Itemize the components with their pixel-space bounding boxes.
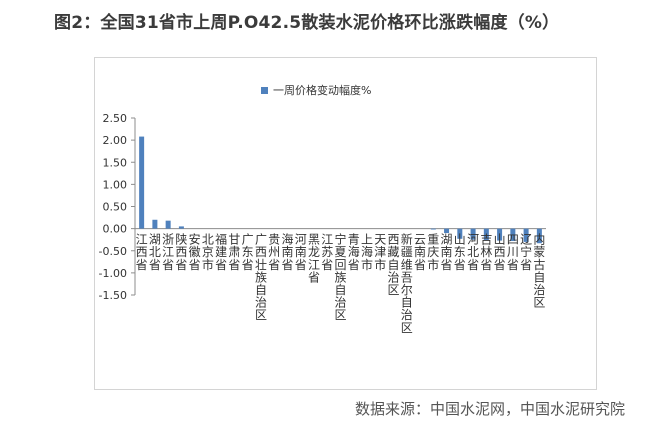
x-category-label: 贵州省: [268, 233, 280, 272]
x-category-label: 云南省: [414, 233, 426, 272]
x-category-label: 北京市: [202, 233, 214, 272]
bar: [510, 228, 516, 242]
x-category-label: 江苏省: [321, 233, 333, 272]
x-category-label: 天津市: [374, 233, 386, 272]
x-category-label: 上海市: [361, 233, 373, 272]
x-category-label: 辽宁省: [520, 233, 532, 272]
x-category-label: 西藏自治区: [388, 233, 400, 297]
x-category-label: 江西省: [136, 233, 148, 272]
bar: [483, 228, 489, 241]
x-category-label: 广东省: [242, 233, 254, 272]
bar: [470, 228, 476, 240]
y-tick-label: 0.00: [103, 223, 128, 236]
x-category-label: 山西省: [494, 233, 506, 272]
x-category-label: 重庆市: [427, 233, 439, 272]
bar: [165, 220, 171, 229]
x-category-label: 湖南省: [441, 232, 453, 272]
page-title: 图2：全国31省市上周P.O42.5散装水泥价格环比涨跌幅度（%）: [54, 13, 560, 33]
x-category-label: 浙江省: [162, 233, 174, 272]
bar: [139, 136, 145, 229]
x-category-label: 黑龙江省: [308, 233, 320, 285]
legend-label: 一周价格变动幅度%: [273, 83, 371, 97]
legend-swatch: [261, 87, 268, 94]
bar: [152, 219, 158, 229]
y-tick-label: 1.50: [103, 156, 128, 169]
y-tick-label: -0.50: [99, 245, 127, 258]
y-tick-label: -1.00: [99, 267, 127, 280]
x-category-label: 青海省: [348, 233, 360, 272]
bar: [430, 228, 436, 230]
source-note: 数据来源：中国水泥网，中国水泥研究院: [354, 400, 625, 418]
x-category-label: 福建省: [215, 232, 227, 272]
x-category-label: 海南省: [281, 232, 293, 272]
x-category-label: 山东省: [454, 233, 466, 272]
chart-frame: 一周价格变动幅度% 2.50 2.00 1.50 1.00 0.50 0.00 -0.50 -1…: [94, 57, 597, 390]
bar: [457, 228, 463, 239]
bar: [178, 226, 184, 229]
x-category-label: 河南省: [295, 233, 307, 272]
x-category-label: 湖北省: [149, 232, 161, 272]
x-category-label: 内蒙古自治区: [533, 233, 545, 310]
x-category-label: 广西壮族自治区: [255, 233, 267, 323]
x-category-label: 甘肃省: [228, 233, 240, 272]
x-category-label: 四川省: [507, 233, 519, 272]
y-tick-label: 2.00: [103, 134, 128, 147]
bar: [497, 228, 503, 241]
x-category-label: 吉林省: [480, 233, 492, 272]
x-category-label: 安徽省: [189, 232, 201, 272]
bar-chart: 一周价格变动幅度% 2.50 2.00 1.50 1.00 0.50 0.00 -0.50 -1…: [99, 83, 546, 335]
x-category-label: 宁夏回族自治区: [334, 232, 346, 323]
bar: [523, 228, 529, 242]
y-tick-label: 1.00: [103, 178, 128, 191]
bar: [536, 228, 542, 244]
bar: [444, 228, 450, 234]
x-category-label: 河北省: [467, 233, 479, 272]
x-category-label: 新疆维吾尔自治区: [401, 232, 413, 335]
x-category-label: 陕西省: [175, 232, 187, 272]
y-tick-label: 0.50: [103, 201, 128, 214]
y-tick-label: 2.50: [103, 112, 128, 125]
y-tick-label: -1.50: [99, 289, 127, 302]
